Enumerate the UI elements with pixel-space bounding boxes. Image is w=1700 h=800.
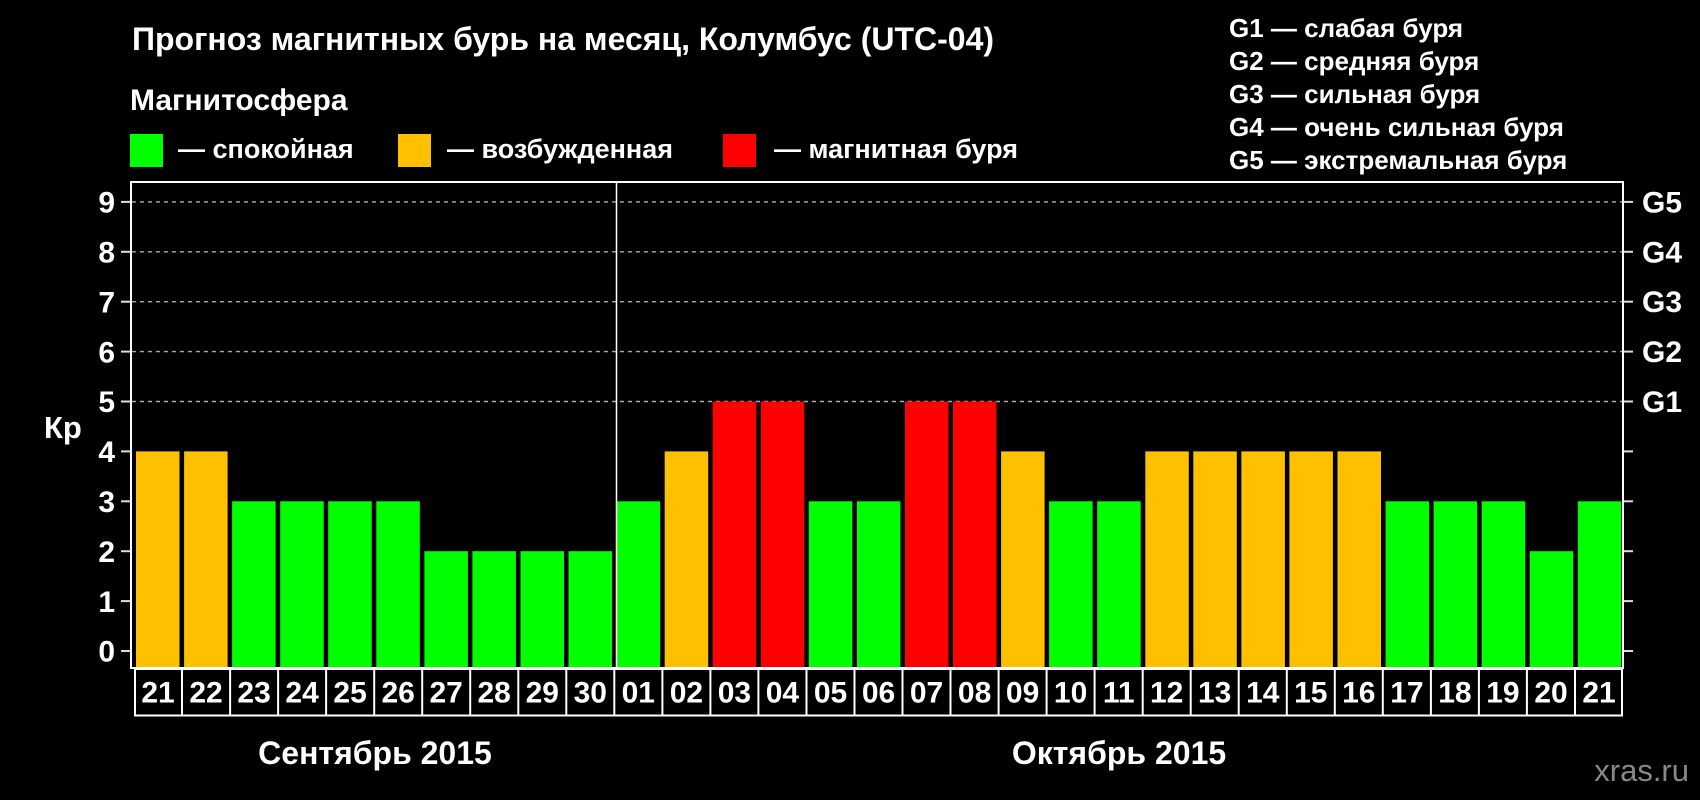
svg-text:1: 1: [98, 586, 115, 619]
svg-text:22: 22: [189, 677, 222, 710]
svg-text:23: 23: [237, 677, 270, 710]
svg-text:12: 12: [1150, 677, 1183, 710]
svg-text:Сентябрь 2015: Сентябрь 2015: [258, 735, 492, 771]
svg-text:Магнитосфера: Магнитосфера: [130, 84, 348, 117]
svg-text:14: 14: [1246, 677, 1280, 710]
svg-text:07: 07: [910, 677, 943, 710]
svg-text:18: 18: [1438, 677, 1471, 710]
svg-text:— возбужденная: — возбужденная: [447, 134, 673, 164]
svg-text:06: 06: [862, 677, 895, 710]
svg-text:G2 — средняя буря: G2 — средняя буря: [1229, 46, 1479, 76]
svg-text:Прогноз магнитных бурь на меся: Прогноз магнитных бурь на месяц, Колумбу…: [132, 21, 994, 57]
svg-text:29: 29: [526, 677, 559, 710]
svg-text:21: 21: [1582, 677, 1615, 710]
svg-text:21: 21: [141, 677, 174, 710]
svg-text:25: 25: [333, 677, 366, 710]
svg-text:xras.ru: xras.ru: [1594, 753, 1689, 788]
svg-text:— спокойная: — спокойная: [178, 134, 354, 164]
svg-text:01: 01: [622, 677, 655, 710]
svg-text:09: 09: [1006, 677, 1039, 710]
svg-text:G4: G4: [1642, 236, 1682, 269]
svg-text:Октябрь 2015: Октябрь 2015: [1012, 735, 1226, 771]
svg-text:13: 13: [1198, 677, 1231, 710]
svg-text:17: 17: [1390, 677, 1423, 710]
svg-text:6: 6: [98, 336, 115, 369]
svg-text:9: 9: [98, 187, 115, 220]
svg-text:8: 8: [98, 237, 115, 270]
svg-text:5: 5: [98, 386, 115, 419]
svg-text:26: 26: [382, 677, 415, 710]
svg-text:04: 04: [766, 677, 800, 710]
svg-text:15: 15: [1294, 677, 1327, 710]
svg-text:28: 28: [478, 677, 511, 710]
svg-text:G1 — слабая буря: G1 — слабая буря: [1229, 13, 1463, 43]
svg-text:G2: G2: [1642, 336, 1682, 369]
svg-text:— магнитная буря: — магнитная буря: [774, 134, 1018, 164]
svg-text:G4 — очень сильная буря: G4 — очень сильная буря: [1229, 112, 1564, 142]
svg-text:27: 27: [430, 677, 463, 710]
svg-text:4: 4: [98, 436, 115, 469]
svg-text:20: 20: [1534, 677, 1567, 710]
svg-text:24: 24: [285, 677, 319, 710]
svg-text:G5 — экстремальная буря: G5 — экстремальная буря: [1229, 145, 1567, 175]
svg-text:03: 03: [718, 677, 751, 710]
svg-text:2: 2: [98, 536, 115, 569]
svg-text:G5: G5: [1642, 186, 1682, 219]
svg-text:0: 0: [98, 636, 115, 669]
svg-text:05: 05: [814, 677, 847, 710]
svg-text:19: 19: [1486, 677, 1519, 710]
svg-text:Кр: Кр: [44, 410, 82, 445]
svg-text:3: 3: [98, 486, 115, 519]
svg-text:11: 11: [1103, 677, 1135, 710]
svg-text:08: 08: [958, 677, 991, 710]
svg-text:16: 16: [1342, 677, 1375, 710]
svg-text:02: 02: [670, 677, 703, 710]
svg-text:10: 10: [1054, 677, 1087, 710]
svg-text:G3: G3: [1642, 286, 1682, 319]
svg-text:G1: G1: [1642, 386, 1682, 419]
svg-text:G3 — сильная буря: G3 — сильная буря: [1229, 79, 1480, 109]
svg-text:30: 30: [574, 677, 607, 710]
svg-text:7: 7: [98, 286, 115, 319]
